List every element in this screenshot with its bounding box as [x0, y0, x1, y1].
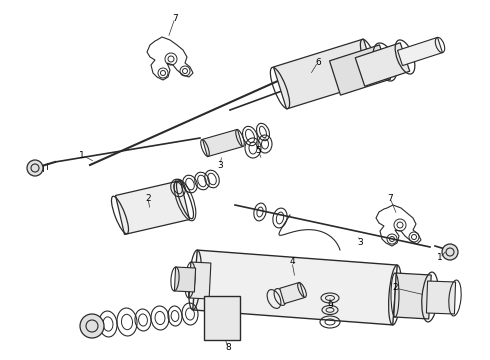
Text: 1: 1: [437, 253, 443, 262]
Polygon shape: [202, 129, 243, 157]
Text: 8: 8: [225, 343, 231, 352]
Text: 4: 4: [289, 257, 295, 266]
Text: 2: 2: [392, 284, 398, 292]
Text: 1: 1: [79, 150, 85, 159]
Polygon shape: [204, 296, 240, 340]
Text: 6: 6: [315, 58, 321, 67]
Polygon shape: [193, 250, 397, 325]
Text: 9: 9: [327, 301, 333, 310]
Text: 2: 2: [145, 194, 151, 202]
Polygon shape: [397, 37, 442, 66]
Polygon shape: [426, 281, 456, 314]
Text: 5: 5: [255, 145, 261, 154]
Circle shape: [442, 244, 458, 260]
Polygon shape: [116, 180, 190, 234]
Circle shape: [27, 160, 43, 176]
Circle shape: [80, 314, 104, 338]
Polygon shape: [189, 262, 211, 299]
Text: 3: 3: [357, 238, 363, 247]
Text: 3: 3: [217, 161, 223, 170]
Polygon shape: [329, 45, 391, 95]
Polygon shape: [273, 39, 376, 109]
Polygon shape: [394, 273, 431, 319]
Polygon shape: [174, 267, 196, 292]
Polygon shape: [280, 282, 304, 304]
Text: 7: 7: [387, 194, 393, 202]
Text: 7: 7: [172, 14, 178, 23]
Polygon shape: [355, 43, 410, 86]
